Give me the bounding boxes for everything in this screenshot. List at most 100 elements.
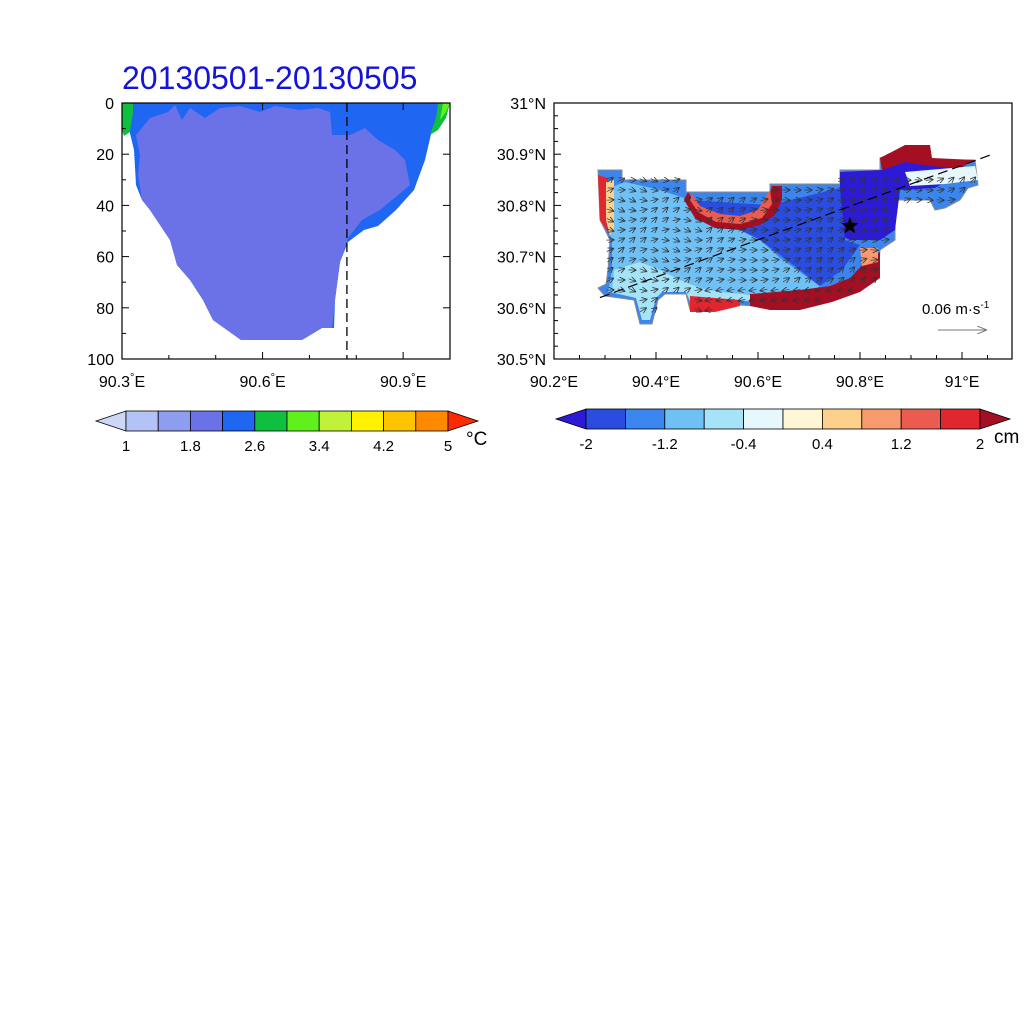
colorbar-tick-label: 4.2	[373, 438, 394, 455]
current-vector	[628, 220, 636, 221]
current-vector	[848, 240, 856, 241]
current-vector	[673, 198, 678, 203]
current-vector	[859, 259, 867, 262]
current-vector	[760, 279, 768, 280]
current-vector	[827, 248, 832, 253]
current-vector	[706, 218, 711, 223]
current-vector	[893, 198, 898, 203]
current-vector	[717, 228, 722, 233]
current-vector	[914, 190, 922, 191]
current-vector	[650, 269, 657, 272]
current-vector	[606, 209, 614, 211]
current-vector	[815, 189, 823, 190]
colorbar-unit-label: cm	[994, 427, 1019, 448]
colorbar-high-triangle	[979, 408, 1012, 430]
current-vector	[793, 258, 800, 262]
current-vector	[914, 200, 922, 201]
colorbar-swatch	[861, 408, 902, 430]
temperature-section-field	[122, 103, 450, 359]
current-vector	[870, 278, 877, 282]
right-x-tick-label: 90.8°E	[836, 374, 884, 391]
left-y-tick-label: 80	[96, 301, 114, 318]
current-vector	[882, 188, 887, 193]
current-vector	[628, 288, 635, 291]
current-vector	[694, 249, 702, 252]
colorbar-tick-label: -2	[579, 436, 592, 453]
current-vector	[716, 269, 724, 271]
right-y-tick-label: 30.5°N	[497, 352, 546, 369]
current-vector	[794, 299, 801, 300]
current-vector	[672, 208, 679, 212]
current-vector	[716, 248, 723, 252]
current-vector	[782, 268, 789, 271]
current-vector	[606, 188, 613, 191]
current-vector	[683, 219, 691, 221]
transect-dashed-line	[599, 153, 993, 299]
current-vector	[607, 258, 612, 263]
current-vector	[870, 219, 877, 222]
right-x-tick-label: 90.4°E	[632, 374, 680, 391]
northeast-raised	[880, 145, 975, 170]
current-vector	[650, 199, 658, 200]
current-vector	[838, 248, 843, 253]
current-vector	[705, 279, 712, 282]
colorbar-tick-label: 2	[976, 436, 984, 453]
current-vector	[661, 229, 669, 231]
current-vector	[694, 200, 702, 201]
current-vector	[672, 278, 679, 282]
current-vector	[683, 259, 691, 261]
current-vector	[639, 179, 647, 182]
current-vector	[618, 248, 623, 253]
current-vector	[783, 299, 790, 300]
surface-field	[597, 145, 993, 325]
current-vector	[738, 208, 745, 212]
current-vector	[661, 189, 669, 191]
colorbar-low-triangle	[554, 408, 587, 430]
current-vector	[739, 198, 745, 202]
current-vector	[859, 250, 867, 251]
current-vector	[683, 198, 690, 202]
current-vector	[848, 199, 856, 201]
right-axes: 30.5°N 30.6°N 30.7°N 30.8°N 30.9°N 31°N 90.2°E…	[497, 96, 988, 391]
current-vector	[695, 268, 700, 273]
current-vector	[607, 268, 612, 273]
current-vector	[628, 279, 636, 281]
colorbar-swatch	[940, 408, 981, 430]
current-vector	[617, 179, 624, 182]
current-vector	[771, 279, 779, 281]
current-vector	[639, 199, 647, 201]
colorbar-tick-label: 0.4	[812, 436, 833, 453]
current-vector	[850, 267, 855, 272]
current-vector	[750, 289, 757, 290]
current-vector	[728, 198, 733, 203]
current-vector	[695, 258, 700, 262]
current-vector	[860, 268, 866, 272]
current-vector	[838, 289, 845, 290]
current-vector	[750, 299, 757, 300]
current-vector	[716, 279, 724, 280]
current-vector	[838, 278, 843, 283]
current-vector	[870, 269, 878, 271]
current-vector	[782, 259, 790, 261]
current-vector	[826, 268, 833, 272]
current-vector	[782, 240, 790, 241]
current-vector	[859, 198, 866, 202]
current-vector	[881, 178, 888, 181]
current-vector	[859, 240, 867, 241]
left-axes: 0 20 40 60 80 100 90.3°E 90.6°E 90.9°E	[87, 96, 451, 391]
current-vector	[672, 229, 680, 230]
current-vector	[606, 249, 613, 252]
current-vector	[827, 218, 832, 222]
current-vector	[694, 290, 702, 291]
colorbar-swatch	[822, 408, 863, 430]
current-vector	[827, 258, 832, 262]
current-vector	[739, 299, 746, 300]
colorbar-swatch	[222, 410, 256, 432]
current-vector	[782, 249, 790, 251]
current-vector	[936, 179, 943, 182]
current-vector	[617, 208, 624, 211]
colorbar-swatch	[415, 410, 449, 432]
left-y-tick-label: 40	[96, 198, 114, 215]
current-vector	[628, 228, 635, 231]
current-vector	[639, 269, 647, 272]
